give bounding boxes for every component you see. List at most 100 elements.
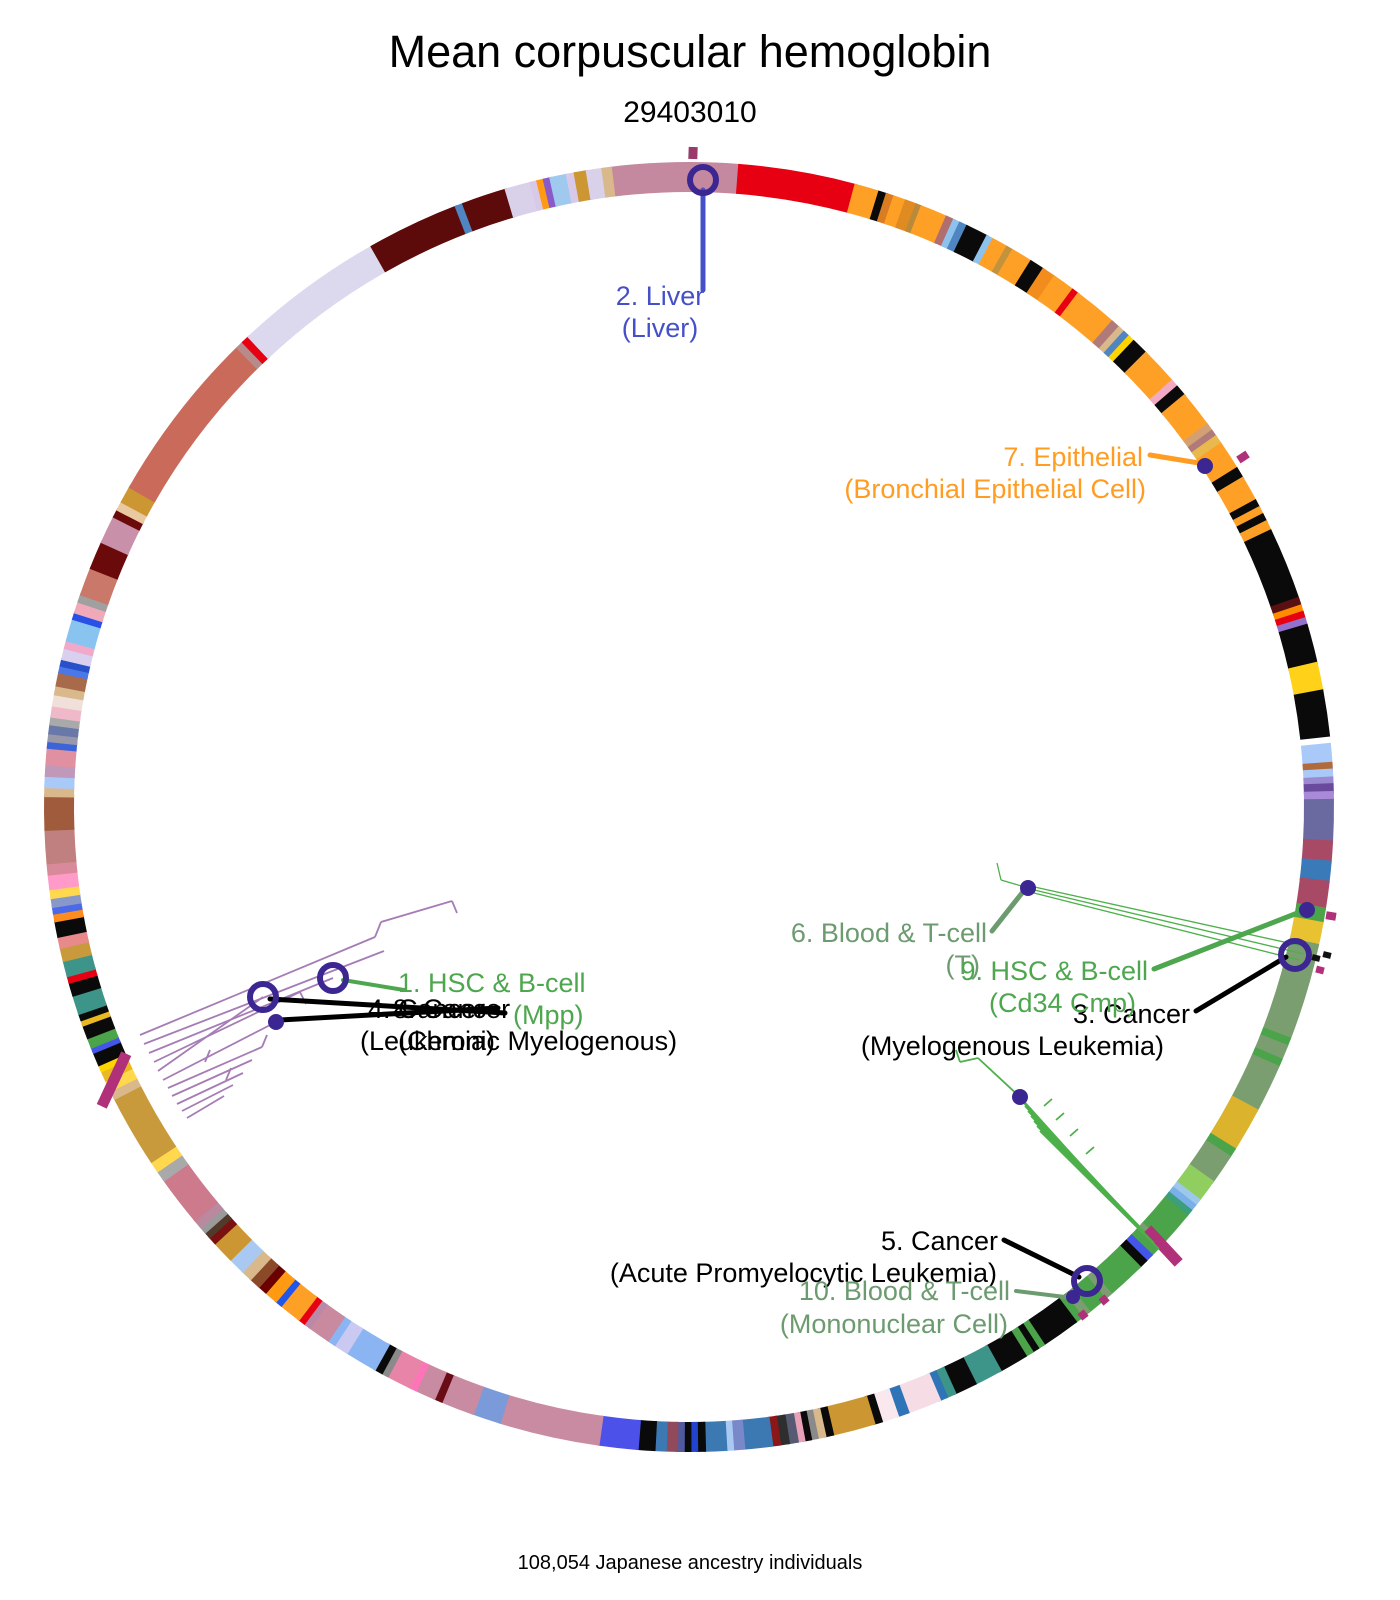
upper-right-green-lines-line	[1029, 891, 1300, 961]
annotation-leader-6	[989, 890, 1025, 934]
outer-tick	[1311, 954, 1321, 962]
lower-right-green-fan-line	[959, 1057, 979, 1063]
outer-tick	[1325, 911, 1337, 921]
ring-segment	[897, 1373, 942, 1414]
ring-segment	[1015, 1323, 1040, 1354]
ring-segment	[60, 646, 94, 667]
left-purple-dendrogram-line	[451, 900, 458, 914]
ring-segment	[953, 224, 990, 263]
ring-segment	[601, 166, 616, 198]
ring-segment	[86, 1026, 119, 1049]
ring-segment	[1229, 499, 1261, 523]
annotation-leader-8	[277, 1005, 501, 1023]
ring-segment	[44, 827, 77, 865]
ring-segment	[213, 1222, 253, 1261]
ring-segment	[596, 1415, 641, 1451]
ring-segment	[609, 161, 741, 197]
annotation-label-1: (Mpp)	[513, 1000, 584, 1030]
ring-segment	[1293, 689, 1331, 740]
ring-segment	[247, 244, 388, 359]
annotation-label-9: (Cd34 Cmp)	[989, 988, 1136, 1018]
annotation-leader-3	[1193, 954, 1289, 1014]
lower-right-green-fan-line	[1085, 1146, 1095, 1155]
left-purple-dendrogram-line	[148, 977, 334, 1054]
dot-marker	[1020, 880, 1036, 896]
dot-marker	[1012, 1089, 1028, 1105]
ring-segment	[1098, 326, 1126, 355]
dot-marker	[1197, 458, 1213, 474]
ring-segment	[1272, 604, 1305, 623]
annotation-label-5: 5. Cancer	[881, 1226, 998, 1256]
ring-segment	[128, 346, 259, 503]
ring-segment	[370, 205, 468, 273]
annotation-label-3: (Myelogenous Leukemia)	[861, 1031, 1164, 1061]
ring-segment	[109, 1076, 142, 1101]
ring-segment	[1057, 1293, 1084, 1324]
ring-segment	[47, 870, 80, 891]
annotation-leader-7	[1147, 452, 1202, 466]
ring-segment	[279, 1282, 318, 1321]
ring-segment	[43, 794, 75, 831]
open-circle-marker	[317, 962, 349, 994]
annotation-label-8: 8. Cancer	[393, 994, 510, 1024]
study-id: 29403010	[623, 96, 757, 129]
upper-right-green-lines-line	[1029, 885, 1303, 947]
ring-segment	[241, 335, 270, 365]
page-title: Mean corpuscular hemoglobin	[388, 26, 992, 77]
annotation-label-7: (Bronchial Epithelial Cell)	[844, 474, 1146, 504]
ring-segment	[1301, 838, 1334, 864]
ring-segment	[45, 746, 77, 768]
ring-segment	[1276, 617, 1309, 635]
ring-segment	[735, 163, 858, 214]
ring-segment	[1149, 379, 1179, 407]
ring-segment	[810, 1407, 827, 1440]
open-circle-marker	[687, 164, 719, 196]
ring-segment	[817, 1406, 835, 1438]
ring-segment	[1251, 1047, 1283, 1069]
ring-segment	[439, 1374, 484, 1416]
left-purple-dendrogram-line	[181, 1084, 234, 1112]
ring-segment	[90, 1035, 121, 1055]
ring-segment	[199, 1207, 228, 1234]
ring-segment	[934, 1366, 957, 1399]
lower-right-green-fan-line	[1043, 1098, 1053, 1107]
annotation-label-7: 7. Epithelial	[1003, 442, 1143, 472]
dot-marker	[268, 1014, 284, 1030]
ring-segment	[1124, 1234, 1154, 1263]
annotation-label-4: 4. Cancer	[368, 994, 485, 1024]
ring-segment	[1037, 275, 1075, 315]
ring-segment	[1230, 1054, 1280, 1112]
ring-segment	[1154, 385, 1187, 416]
annotation-label-10: (Mononuclear Cell)	[780, 1309, 1008, 1339]
dot-marker	[1299, 902, 1315, 918]
left-purple-dendrogram-line	[167, 1046, 263, 1089]
ring-segment	[1288, 661, 1324, 698]
left-purple-dendrogram-line	[204, 1049, 211, 1063]
ring-segment	[1274, 610, 1307, 629]
ring-segment	[940, 218, 962, 250]
open-circle-marker	[1071, 1265, 1103, 1297]
ring-segment	[886, 1384, 910, 1418]
outer-tick	[1143, 1225, 1183, 1267]
ring-segment	[113, 1084, 177, 1164]
ring-segment	[77, 592, 109, 613]
left-purple-dendrogram-line	[186, 1095, 225, 1119]
ring-segment	[228, 1237, 264, 1273]
lower-right-green-fan-line	[977, 1057, 1021, 1098]
outer-tick	[688, 146, 698, 160]
ring-segment	[1059, 292, 1115, 345]
ring-segment	[825, 1395, 876, 1437]
ring-segment	[1183, 423, 1214, 450]
left-purple-dendrogram-line	[176, 1072, 244, 1105]
ring-segment	[927, 1370, 949, 1402]
left-purple-dendrogram-line	[162, 1021, 277, 1081]
ring-segment	[1187, 429, 1218, 455]
ring-segment	[461, 188, 516, 232]
ring-segment	[1299, 858, 1332, 884]
ring-segment	[876, 192, 897, 225]
ring-segment	[116, 500, 149, 525]
ring-segment	[997, 248, 1033, 287]
ring-segment	[972, 234, 995, 266]
ring-segment	[162, 1162, 219, 1222]
